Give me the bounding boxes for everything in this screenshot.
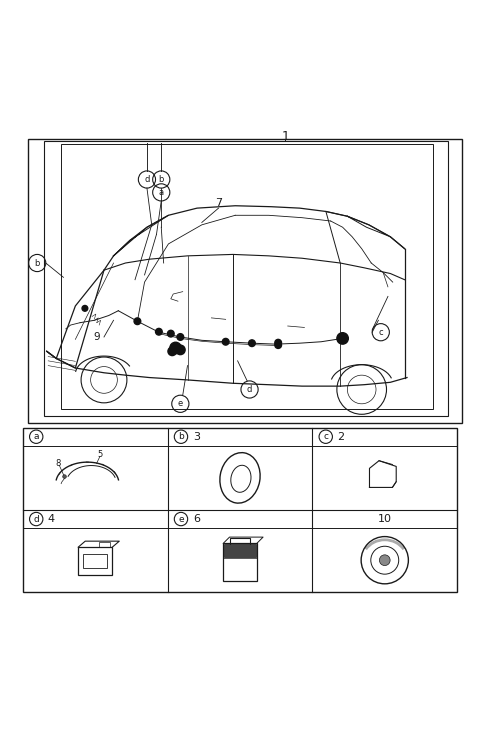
Text: d: d — [144, 175, 150, 184]
Text: 8: 8 — [55, 459, 60, 468]
Circle shape — [134, 318, 141, 325]
Text: b: b — [35, 258, 40, 267]
Text: 9: 9 — [94, 332, 100, 342]
Text: c: c — [378, 328, 383, 336]
Circle shape — [168, 347, 177, 355]
Circle shape — [177, 333, 184, 340]
Text: 3: 3 — [193, 432, 200, 442]
Circle shape — [337, 333, 348, 344]
Bar — [28, 139, 462, 423]
Text: a: a — [159, 188, 164, 197]
Text: a: a — [34, 432, 39, 441]
Circle shape — [275, 339, 281, 346]
Circle shape — [379, 555, 390, 565]
Circle shape — [168, 330, 174, 337]
Text: 5: 5 — [98, 450, 103, 459]
Bar — [83, 554, 107, 568]
Bar — [78, 547, 112, 576]
Bar — [44, 141, 447, 416]
Text: d: d — [247, 385, 252, 394]
Circle shape — [82, 305, 88, 311]
Text: 2: 2 — [337, 432, 345, 442]
Text: 6: 6 — [193, 514, 200, 524]
Bar — [61, 144, 433, 408]
Text: b: b — [178, 432, 184, 441]
Text: 7: 7 — [215, 199, 222, 208]
Text: d: d — [33, 514, 39, 523]
Circle shape — [63, 475, 66, 478]
Circle shape — [249, 340, 255, 347]
Bar — [23, 428, 457, 592]
Text: b: b — [158, 175, 164, 184]
Text: 10: 10 — [378, 514, 392, 524]
Circle shape — [176, 345, 185, 355]
Text: 1: 1 — [281, 130, 289, 143]
Text: e: e — [178, 514, 184, 523]
Bar — [223, 543, 257, 581]
Circle shape — [275, 342, 281, 348]
Circle shape — [170, 342, 181, 354]
Text: e: e — [178, 400, 183, 408]
Circle shape — [156, 328, 162, 335]
Text: 4: 4 — [48, 514, 55, 524]
Bar — [229, 538, 251, 550]
Circle shape — [222, 339, 229, 345]
Bar — [99, 542, 110, 547]
Text: c: c — [323, 432, 328, 441]
Bar — [224, 545, 256, 557]
